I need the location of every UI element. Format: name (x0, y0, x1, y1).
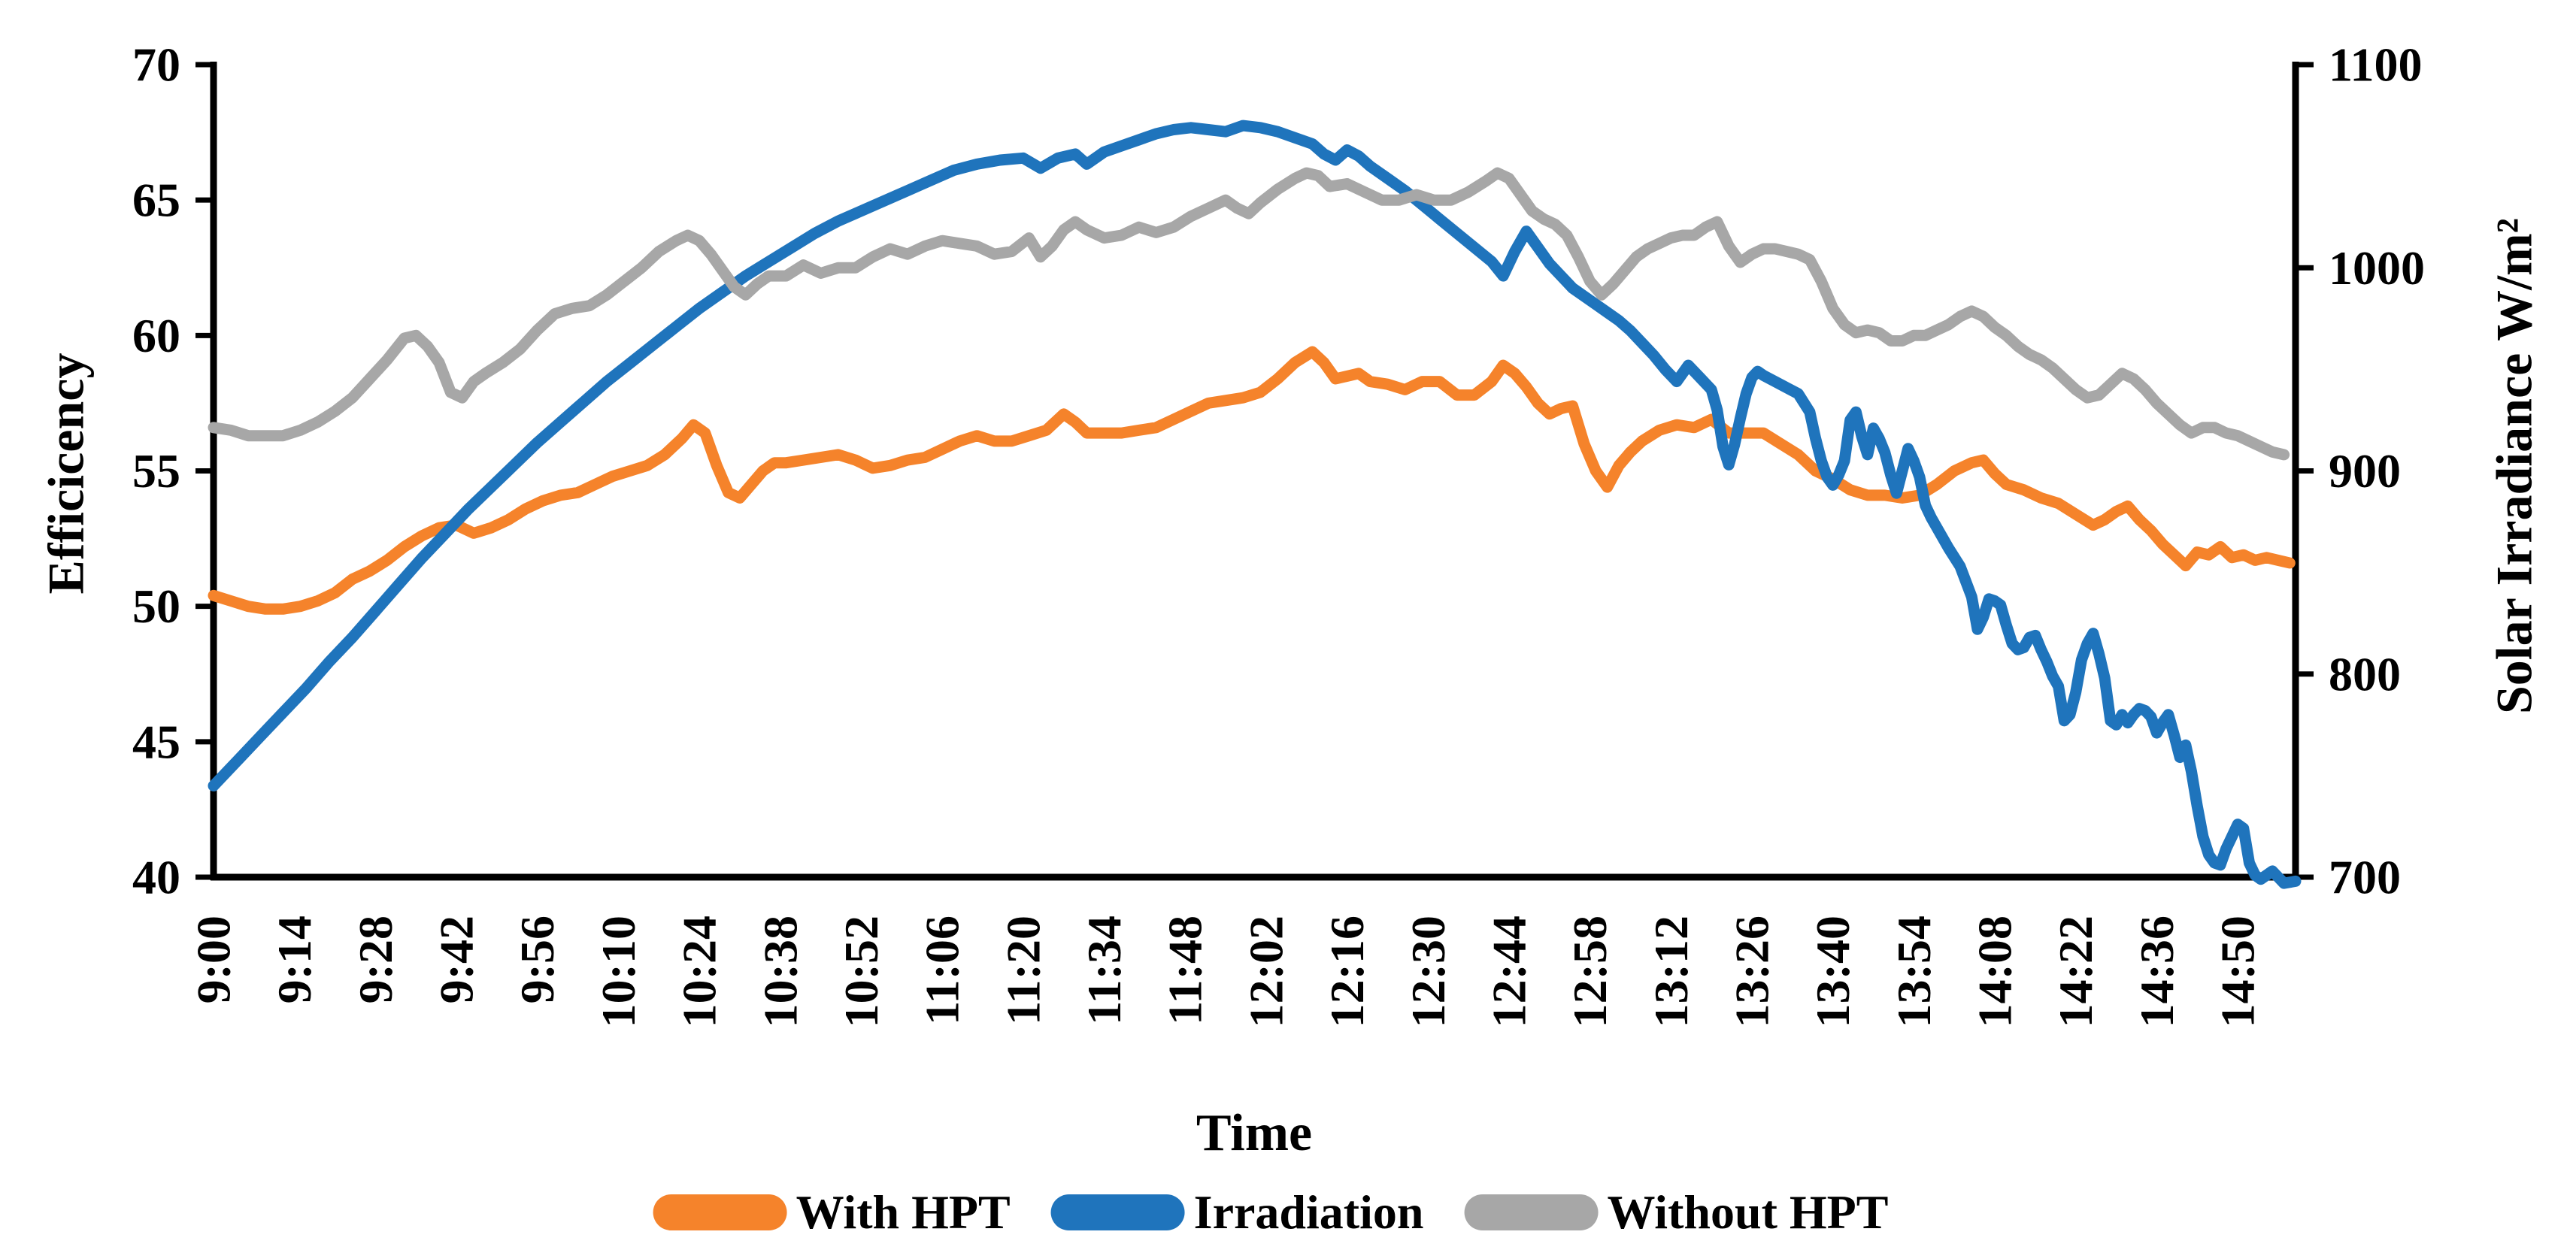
x-axis-tick-label: 11:06 (916, 915, 969, 1025)
x-axis-tick-label: 13:40 (1806, 915, 1859, 1027)
right-axis-tick-label: 900 (2329, 444, 2401, 498)
legend-item-without-hpt: Without HPT (1464, 1185, 1888, 1240)
left-axis-tick-label: 55 (132, 444, 180, 498)
x-axis-tick-label: 10:52 (835, 915, 888, 1027)
right-axis-tick-label: 700 (2329, 851, 2401, 904)
x-axis-tick-label: 14:22 (2049, 915, 2102, 1027)
left-axis-tick-label: 70 (132, 38, 180, 92)
x-axis-tick-label: 10:38 (753, 915, 807, 1027)
right-axis-tick-label: 1100 (2329, 38, 2422, 92)
x-axis-tick-label: 11:48 (1159, 915, 1212, 1025)
x-axis-tick-label: 9:56 (511, 915, 564, 1003)
x-axis-tick-label: 9:42 (430, 915, 483, 1003)
legend-label-without-hpt: Without HPT (1607, 1185, 1889, 1239)
right-axis-tick-label: 800 (2329, 647, 2401, 701)
series-line-without-hpt (208, 167, 2290, 461)
x-axis-tick-label: 12:16 (1320, 915, 1374, 1027)
x-axis-tick-label: 10:24 (673, 915, 726, 1027)
legend: With HPT Irradiation Without HPT (653, 1185, 1888, 1240)
right-axis-title: Solar Irradiance W/m² (2485, 217, 2543, 715)
with-hpt-swatch-icon (653, 1194, 787, 1230)
x-axis-tick-label: 14:36 (2130, 915, 2184, 1027)
series-line-with-hpt (208, 346, 2296, 615)
x-axis-tick-label: 13:12 (1644, 915, 1698, 1027)
left-axis-tick-label: 40 (132, 851, 180, 904)
x-axis-tick-label: 11:34 (1077, 915, 1131, 1025)
right-axis-tick-label: 1000 (2329, 241, 2425, 295)
x-axis-tick-label: 11:20 (996, 915, 1050, 1025)
x-axis-tick-label: 13:54 (1887, 915, 1941, 1027)
x-axis-tick-label: 14:08 (1968, 915, 2022, 1027)
legend-item-irradiation: Irradiation (1050, 1185, 1424, 1240)
x-axis-tick-label: 13:26 (1725, 915, 1778, 1027)
left-axis-tick-label: 45 (132, 715, 180, 768)
x-axis-tick-label: 14:50 (2211, 915, 2265, 1027)
legend-label-irradiation: Irradiation (1193, 1185, 1424, 1239)
left-axis-tick-label: 60 (132, 309, 180, 362)
irradiation-swatch-icon (1050, 1194, 1185, 1230)
x-axis-tick-label: 12:58 (1563, 915, 1617, 1027)
series-line-irradiation (208, 120, 2302, 889)
x-axis-title: Time (1196, 1104, 1313, 1162)
without-hpt-swatch-icon (1464, 1194, 1599, 1230)
x-axis-tick-label: 9:14 (268, 915, 321, 1003)
x-axis-tick-label: 10:10 (592, 915, 645, 1027)
x-axis-tick-label: 12:44 (1482, 915, 1535, 1027)
legend-item-with-hpt: With HPT (653, 1185, 1011, 1240)
x-axis-tick-label: 9:28 (349, 915, 402, 1003)
x-axis-tick-label: 12:02 (1239, 915, 1293, 1027)
x-axis-tick-label: 9:00 (187, 915, 241, 1003)
legend-label-with-hpt: With HPT (796, 1185, 1011, 1239)
left-axis-tick-label: 50 (132, 580, 180, 633)
left-axis-title: Efficicency (37, 353, 95, 595)
left-axis-tick-label: 65 (132, 174, 180, 227)
x-axis-tick-label: 12:30 (1402, 915, 1455, 1027)
